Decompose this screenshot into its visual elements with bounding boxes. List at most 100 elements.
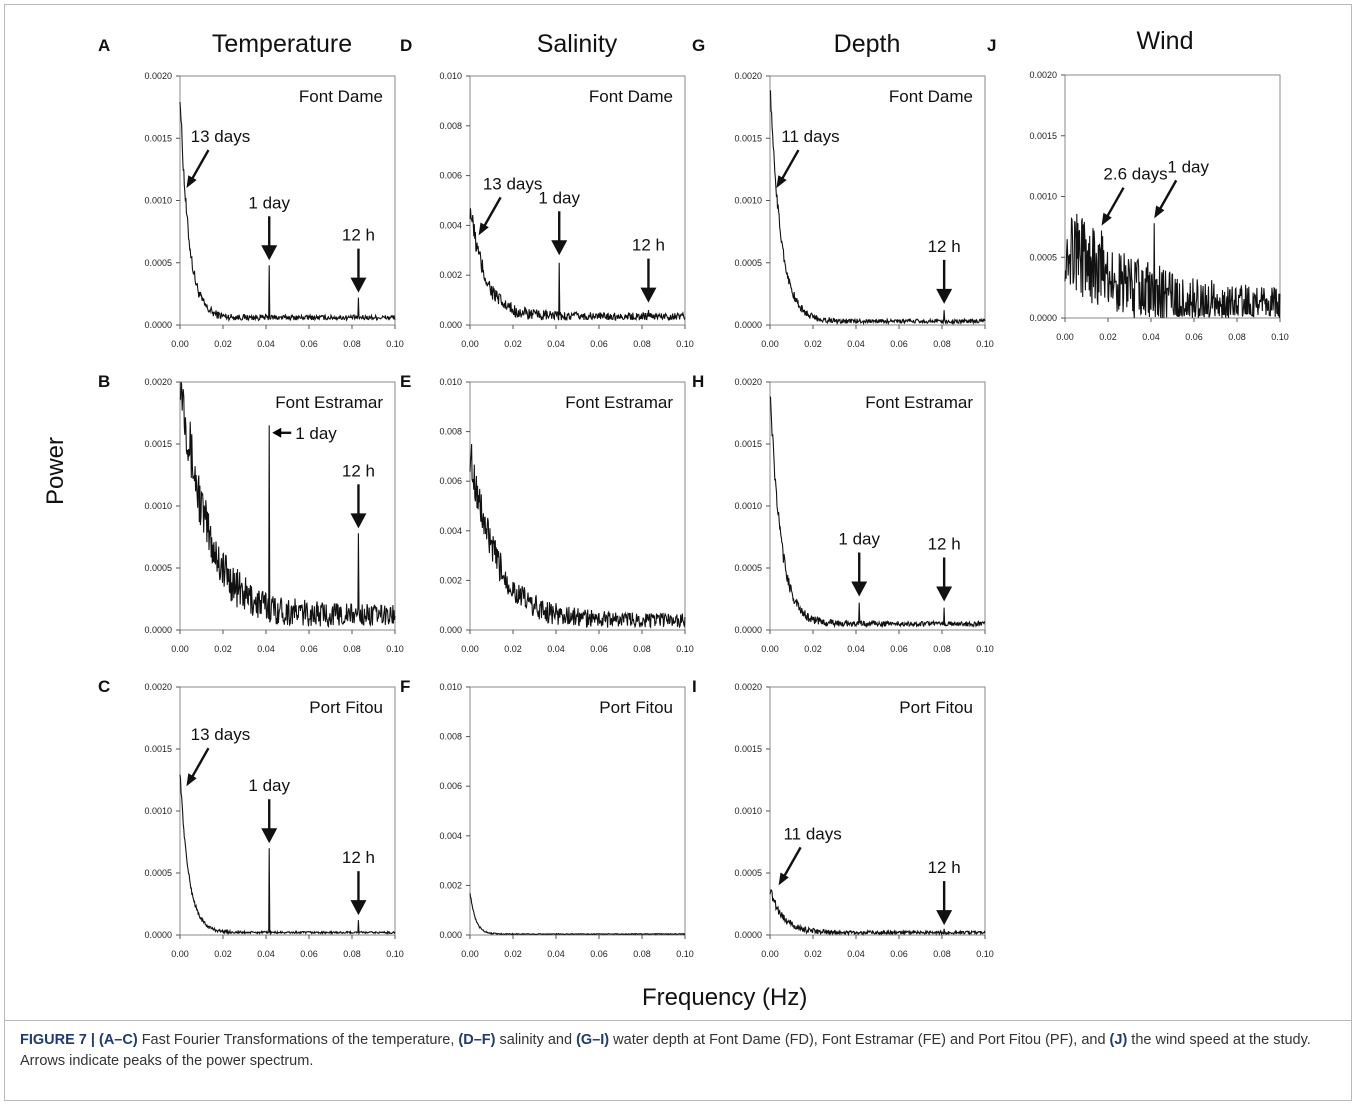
x-tick-label: 0.02 <box>504 644 522 654</box>
y-tick-label: 0.0015 <box>734 133 762 143</box>
y-tick-label: 0.010 <box>439 71 462 81</box>
annotation-label: 12 h <box>928 858 961 877</box>
annotation-label: 1 day <box>248 193 290 212</box>
x-tick-label: 0.10 <box>676 339 694 349</box>
y-tick-label: 0.0000 <box>734 320 762 330</box>
caption-panel-ref: (D–F) <box>458 1032 496 1048</box>
site-title: Port Fitou <box>899 698 973 717</box>
y-tick-label: 0.0015 <box>144 439 172 449</box>
annotation-arrowhead <box>936 586 953 602</box>
site-title: Font Estramar <box>565 393 673 412</box>
y-tick-label: 0.0010 <box>144 806 172 816</box>
caption-panel-ref: (G–I) <box>576 1032 610 1048</box>
x-tick-label: 0.08 <box>1228 332 1246 342</box>
panel-letter-b: B <box>98 372 110 391</box>
annotation-arrowhead <box>350 513 367 529</box>
y-tick-label: 0.0005 <box>144 868 172 878</box>
plot-frame-c <box>179 686 396 936</box>
y-tick-label: 0.008 <box>439 121 462 131</box>
x-tick-label: 0.06 <box>590 949 608 959</box>
annotation-arrowhead <box>776 175 787 189</box>
plot-frame-b <box>179 381 396 631</box>
x-tick-label: 0.06 <box>1185 332 1203 342</box>
annotation-label: 1 day <box>295 424 337 443</box>
x-tick-label: 0.10 <box>386 949 404 959</box>
annotation-arrow <box>782 846 802 878</box>
spectrum-line-a <box>179 101 396 323</box>
plot-frame-f <box>469 686 686 936</box>
annotation-arrow <box>190 747 210 779</box>
caption-text: Fast Fourier Transformations of the temp… <box>137 1032 459 1048</box>
column-title-wind: Wind <box>1136 27 1194 55</box>
caption-text: salinity and <box>495 1032 577 1048</box>
y-tick-label: 0.0015 <box>734 744 762 754</box>
x-tick-label: 0.04 <box>257 644 275 654</box>
y-tick-label: 0.0000 <box>144 625 172 635</box>
spectrum-line-d <box>469 208 686 322</box>
caption-text: the wind speed at the study. Arrows indi… <box>20 1032 1311 1069</box>
y-tick-label: 0.008 <box>439 427 462 437</box>
x-tick-label: 0.10 <box>976 644 994 654</box>
x-tick-label: 0.02 <box>214 339 232 349</box>
x-tick-label: 0.04 <box>547 644 565 654</box>
y-tick-label: 0.0010 <box>144 501 172 511</box>
x-tick-label: 0.00 <box>461 339 479 349</box>
column-title-depth: Depth <box>833 30 901 58</box>
spectrum-line-e <box>469 443 686 629</box>
x-tick-label: 0.10 <box>386 339 404 349</box>
spectrum-line-i <box>769 888 986 937</box>
x-tick-label: 0.08 <box>343 644 361 654</box>
y-tick-label: 0.0015 <box>734 439 762 449</box>
y-tick-label: 0.0005 <box>144 563 172 573</box>
y-tick-label: 0.000 <box>439 930 462 940</box>
panel-letter-f: F <box>400 677 410 696</box>
panel-letter-h: H <box>692 372 704 391</box>
panel-letter-a: A <box>98 36 110 55</box>
x-tick-label: 0.10 <box>976 339 994 349</box>
y-tick-label: 0.006 <box>439 171 462 181</box>
y-tick-label: 0.0005 <box>734 868 762 878</box>
y-tick-label: 0.008 <box>439 732 462 742</box>
x-tick-label: 0.10 <box>676 949 694 959</box>
annotation-label: 12 h <box>632 236 665 255</box>
x-tick-label: 0.06 <box>590 644 608 654</box>
x-tick-label: 0.04 <box>1142 332 1160 342</box>
annotation-arrowhead <box>640 287 657 303</box>
y-tick-label: 0.0010 <box>144 196 172 206</box>
y-tick-label: 0.004 <box>439 526 462 536</box>
plot-frame-e <box>469 381 686 631</box>
site-title: Font Dame <box>299 87 383 106</box>
annotation-arrowhead <box>1101 212 1112 226</box>
x-tick-label: 0.02 <box>504 339 522 349</box>
site-title: Port Fitou <box>309 698 383 717</box>
x-tick-label: 0.00 <box>761 949 779 959</box>
figure-frame <box>4 4 1352 1101</box>
annotation-arrowhead <box>551 240 568 256</box>
caption-text: water depth at Font Dame (FD), Font Estr… <box>609 1032 1110 1048</box>
x-tick-label: 0.02 <box>804 339 822 349</box>
y-tick-label: 0.0010 <box>734 806 762 816</box>
x-tick-label: 0.06 <box>890 949 908 959</box>
annotation-arrowhead <box>778 872 789 886</box>
y-tick-label: 0.0010 <box>734 501 762 511</box>
annotation-label: 12 h <box>928 237 961 256</box>
x-tick-label: 0.10 <box>676 644 694 654</box>
y-tick-label: 0.0015 <box>1029 131 1057 141</box>
x-tick-label: 0.04 <box>847 644 865 654</box>
y-tick-label: 0.0010 <box>1029 192 1057 202</box>
spectrum-line-g <box>769 89 986 326</box>
x-tick-label: 0.00 <box>171 339 189 349</box>
x-tick-label: 0.02 <box>214 949 232 959</box>
caption-panel-ref: (J) <box>1109 1032 1128 1048</box>
annotation-label: 13 days <box>191 127 251 146</box>
x-tick-label: 0.00 <box>461 949 479 959</box>
x-tick-label: 0.00 <box>171 644 189 654</box>
annotation-label: 1 day <box>248 776 290 795</box>
y-tick-label: 0.0010 <box>734 196 762 206</box>
x-tick-label: 0.10 <box>386 644 404 654</box>
x-tick-label: 0.08 <box>343 339 361 349</box>
spectrum-line-f <box>469 893 686 936</box>
y-tick-label: 0.002 <box>439 880 462 890</box>
spectrum-line-h <box>769 396 986 629</box>
x-tick-label: 0.04 <box>257 339 275 349</box>
